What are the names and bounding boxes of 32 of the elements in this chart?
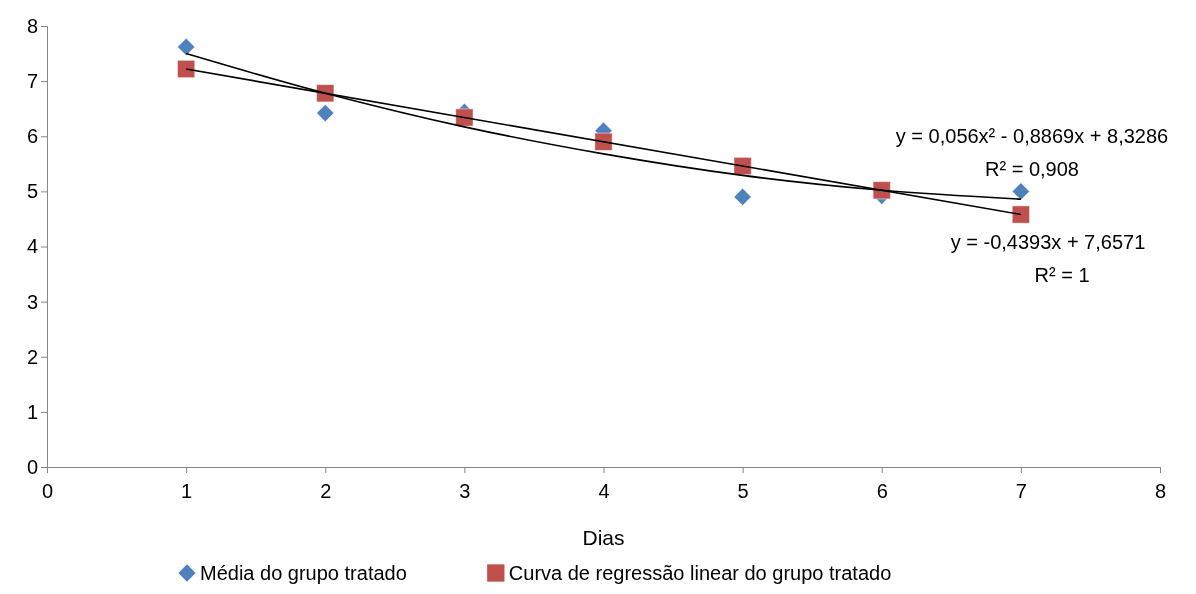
point	[594, 132, 613, 151]
annotation: R² = 1	[1034, 264, 1090, 286]
y-tick-label: 6	[26, 125, 38, 148]
point	[316, 104, 335, 122]
x-tick-label: 3	[459, 480, 471, 502]
point	[177, 38, 196, 56]
y-tick-label: 0	[26, 455, 38, 478]
annotation: y = 0,056x² - 0,8869x + 8,3286	[895, 125, 1169, 147]
legend-label: Média do grupo tratado	[200, 562, 407, 584]
point	[1011, 182, 1030, 201]
annotation: y = -0,4393x + 7,6571	[950, 231, 1146, 253]
x-tick-label: 4	[598, 480, 610, 502]
x-tick-label: 2	[320, 480, 332, 502]
y-tick-label: 7	[26, 70, 38, 93]
point	[733, 188, 752, 206]
x-axis-title: Dias	[582, 526, 625, 549]
point	[177, 60, 196, 78]
point	[1011, 205, 1030, 224]
x-tick-label: 5	[737, 480, 749, 502]
y-tick-label: 3	[26, 290, 38, 313]
x-tick-label: 0	[41, 480, 54, 502]
annotation: R² = 0,908	[985, 158, 1079, 180]
y-tick-label: 5	[26, 180, 38, 203]
y-tick-label: 4	[26, 235, 38, 258]
y-tick-label: 2	[26, 345, 38, 368]
x-tick-label: 6	[876, 480, 888, 502]
x-tick-label: 1	[181, 480, 193, 502]
y-tick-label: 1	[26, 400, 38, 423]
y-tick-label: 8	[26, 14, 38, 37]
x-tick-label: 7	[1015, 480, 1027, 502]
x-tick-label: 8	[1154, 480, 1167, 502]
legend-label: Curva de regressão linear do grupo tratado	[508, 562, 892, 584]
